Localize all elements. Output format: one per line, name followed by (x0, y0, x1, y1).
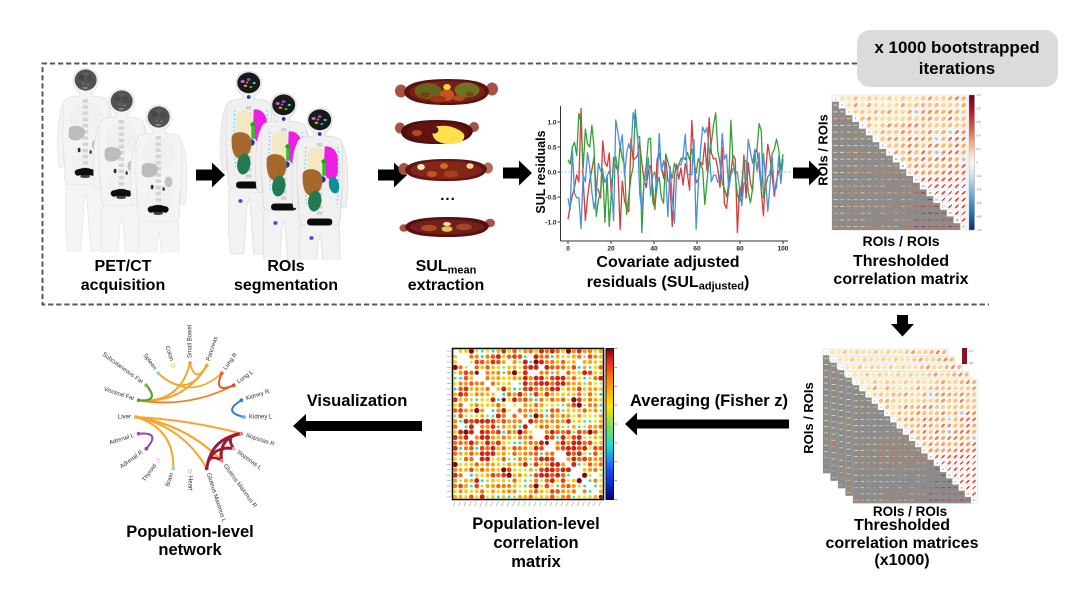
svg-text:residuals (SULadjusted): residuals (SULadjusted) (587, 274, 750, 293)
svg-text:-1.0: -1.0 (545, 219, 557, 226)
svg-text:Lung L: Lung L (236, 369, 255, 385)
svg-text:x 1000 bootstrapped: x 1000 bootstrapped (874, 38, 1039, 57)
svg-text:Population-level: Population-level (126, 523, 253, 541)
svg-text:Thresholded: Thresholded (854, 517, 950, 534)
svg-text:0: 0 (566, 246, 570, 253)
svg-text:Small Bowel: Small Bowel (188, 325, 194, 358)
svg-text:...: ... (440, 187, 456, 204)
svg-text:1.0: 1.0 (977, 93, 981, 97)
svg-text:0: 0 (977, 161, 979, 165)
svg-text:Adrenal R: Adrenal R (119, 449, 145, 470)
svg-text:1.0: 1.0 (547, 119, 556, 126)
svg-text:20: 20 (607, 246, 615, 253)
svg-text:0.6: 0.6 (977, 120, 981, 124)
svg-text:Spleen: Spleen (141, 353, 157, 372)
svg-text:network: network (158, 541, 222, 559)
svg-text:Covariate adjusted: Covariate adjusted (596, 254, 739, 271)
svg-text:Gluteus Maximus L: Gluteus Maximus L (205, 472, 227, 523)
svg-text:0.8: 0.8 (969, 361, 973, 365)
svg-text:Iliopsoas R: Iliopsoas R (245, 433, 276, 448)
svg-text:matrix: matrix (511, 553, 561, 571)
svg-text:ROIs / ROIs: ROIs / ROIs (873, 504, 947, 519)
svg-text:(x1000): (x1000) (874, 552, 929, 569)
svg-text:ROIs / ROIs: ROIs / ROIs (816, 114, 831, 186)
svg-text:0.5: 0.5 (547, 144, 556, 151)
svg-text:100: 100 (778, 246, 789, 253)
svg-text:segmentation: segmentation (234, 277, 338, 294)
svg-text:ROIs / ROIs: ROIs / ROIs (862, 233, 939, 249)
svg-text:-0.6: -0.6 (977, 201, 982, 205)
svg-text:Population-level: Population-level (472, 515, 599, 533)
svg-text:Gluteus Maximus R: Gluteus Maximus R (222, 463, 258, 509)
svg-text:Brain: Brain (165, 472, 175, 487)
svg-text:correlation matrix: correlation matrix (833, 271, 968, 288)
svg-text:Colon: Colon (164, 345, 175, 362)
svg-text:Subcutaneous Fat: Subcutaneous Fat (101, 352, 144, 386)
svg-text:Visceral Fat: Visceral Fat (103, 387, 135, 403)
svg-text:Liver: Liver (118, 415, 131, 421)
svg-text:0.2: 0.2 (977, 147, 981, 151)
svg-text:-0.5: -0.5 (545, 194, 557, 201)
svg-text:0.0: 0.0 (547, 169, 556, 176)
svg-text:Iliopsoas L: Iliopsoas L (236, 450, 263, 472)
svg-text:40: 40 (650, 246, 658, 253)
svg-text:Averaging (Fisher z): Averaging (Fisher z) (630, 392, 788, 410)
svg-text:Kidney R: Kidney R (245, 389, 271, 402)
svg-text:ROIs / ROIs: ROIs / ROIs (801, 382, 816, 454)
svg-text:SUL residuals: SUL residuals (534, 130, 548, 213)
svg-text:PET/CT: PET/CT (95, 258, 152, 275)
svg-text:Thyroid: Thyroid (142, 463, 159, 483)
svg-text:iterations: iterations (919, 59, 996, 78)
svg-text:-0.4: -0.4 (977, 188, 982, 192)
svg-text:-0.8: -0.8 (977, 215, 982, 219)
svg-text:Kidney L: Kidney L (249, 415, 273, 421)
svg-text:0.4: 0.4 (977, 134, 981, 138)
svg-text:correlation matrices: correlation matrices (826, 535, 979, 552)
svg-text:Lung R: Lung R (223, 352, 240, 372)
svg-text:acquisition: acquisition (81, 277, 165, 294)
svg-text:1.0: 1.0 (969, 349, 973, 353)
svg-text:Adrenal L: Adrenal L (109, 433, 136, 447)
svg-text:80: 80 (736, 246, 744, 253)
svg-text:60: 60 (693, 246, 701, 253)
svg-text:extraction: extraction (408, 277, 484, 294)
svg-text:correlation: correlation (493, 534, 578, 552)
svg-text:0.8: 0.8 (977, 107, 981, 111)
svg-text:-0.2: -0.2 (977, 174, 982, 178)
svg-text:Pancreas: Pancreas (206, 336, 220, 362)
svg-text:-1.0: -1.0 (977, 228, 982, 232)
svg-text:Heart: Heart (186, 476, 192, 491)
svg-text:Visualization: Visualization (307, 392, 408, 410)
svg-text:SULmean: SULmean (416, 258, 477, 277)
svg-text:Thresholded: Thresholded (853, 253, 949, 270)
svg-text:ROIs: ROIs (267, 258, 304, 275)
